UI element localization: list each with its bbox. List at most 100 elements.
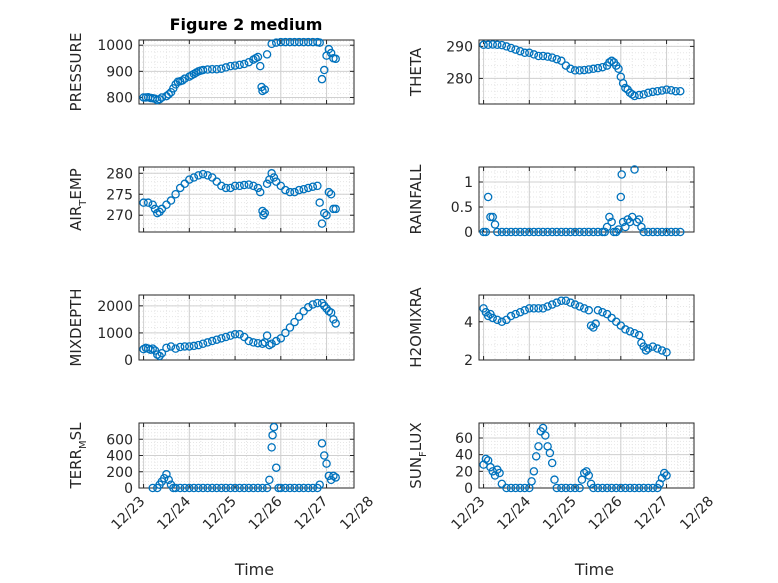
data-point [253,183,263,193]
data-point [648,87,658,97]
data-point [593,63,603,73]
data-point [662,227,671,237]
data-point [268,430,277,440]
data-point [203,483,212,493]
data-point [531,452,541,461]
data-point [255,61,265,71]
data-point [630,91,639,101]
data-point [267,443,276,452]
data-point [329,471,338,481]
data-point [221,63,231,72]
panel-mixdepth: 0 1000 2000 MIXDEPTH [67,288,355,369]
data-point [589,64,598,74]
data-point [676,227,685,237]
data-point [194,171,203,180]
data-point [641,346,651,355]
y-tick-label: 0.5 [451,200,473,216]
data-point [329,204,338,214]
data-point [550,475,559,484]
data-point [570,227,580,237]
data-point [644,344,653,353]
axes-box [138,294,355,361]
data-point [493,315,502,325]
data-point [267,39,276,49]
data-point [598,62,607,72]
data-point [662,85,671,94]
data-point [653,86,662,96]
data-point [285,323,295,332]
data-point [271,463,281,472]
data-point [331,54,340,64]
data-point [230,330,240,339]
data-point [226,183,235,193]
data-point [207,65,217,74]
data-point [584,471,594,480]
data-point [317,74,327,84]
data-point [290,317,299,327]
data-point [586,321,596,330]
data-point [481,227,491,237]
data-point [164,90,173,99]
data-point [294,185,304,195]
data-point [171,344,180,353]
data-point [488,212,497,222]
data-point [520,306,529,315]
data-point [164,475,173,485]
data-point [276,334,286,343]
data-point [276,37,286,47]
data-point [159,473,169,483]
data-point [244,336,254,346]
data-point [285,483,295,493]
data-point [271,336,281,346]
data-point [598,227,607,237]
data-point [315,480,324,489]
data-point [249,181,258,191]
data-point [657,473,667,483]
data-point [607,313,616,323]
data-point [625,327,635,336]
data-point [189,483,199,493]
data-point [171,483,180,493]
data-point [166,196,176,205]
data-point [575,483,584,493]
data-point [618,78,628,88]
data-point [244,180,254,189]
y-tick-label: 200 [106,465,133,481]
data-point [634,483,644,493]
data-point [317,439,327,448]
data-point [331,319,340,328]
data-point [547,53,557,62]
data-point [621,222,630,232]
data-point [203,338,212,347]
data-point [148,344,157,353]
data-point [575,66,584,75]
data-point [178,76,187,85]
data-point [244,57,254,67]
data-point [304,183,313,193]
data-point [529,227,539,237]
y-tick-label: 280 [106,166,133,182]
x-axis-label-left: Time [234,560,274,579]
y-tick-label: 2 [464,353,473,369]
data-point [260,85,270,94]
data-point [538,423,548,433]
y-axis-label: THETA [407,47,425,97]
data-point [212,177,222,186]
axes-box [478,422,695,489]
data-point [525,48,534,58]
data-point [479,227,488,237]
data-point [490,220,500,229]
data-point [644,483,653,493]
x-tick-label: 12/28 [677,494,717,534]
data-point [644,88,653,98]
data-point [139,198,148,207]
data-point [267,339,276,348]
x-tick-label: 12/24 [494,493,534,533]
data-point [185,483,194,493]
data-point [543,302,552,311]
data-point [331,473,340,482]
data-point [545,448,555,458]
panel-pressure: 800 900 1000 PRESSURE [67,33,355,111]
